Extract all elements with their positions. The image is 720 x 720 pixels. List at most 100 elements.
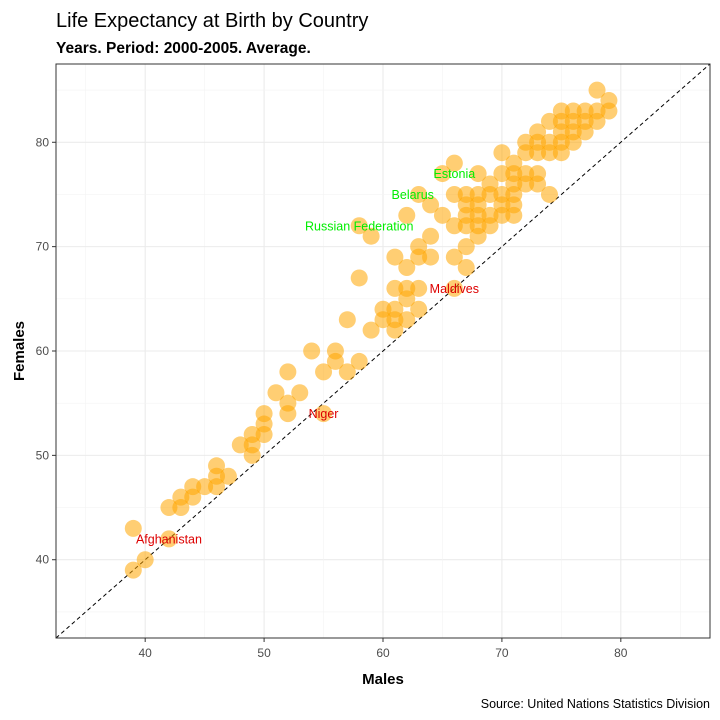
data-point	[422, 248, 440, 266]
data-point	[172, 488, 190, 506]
data-point	[255, 415, 273, 433]
data-point	[457, 185, 475, 203]
annotation-label: Maldives	[430, 282, 479, 296]
data-point	[315, 405, 333, 423]
data-point	[505, 154, 523, 172]
annotation-label: Niger	[309, 407, 339, 421]
x-tick-label: 50	[257, 646, 271, 660]
reference-line-group	[55, 63, 711, 639]
data-point	[184, 478, 202, 496]
source-caption: Source: United Nations Statistics Divisi…	[481, 697, 710, 711]
y-tick-label: 50	[36, 448, 50, 462]
x-tick-label: 40	[139, 646, 153, 660]
data-point	[445, 248, 463, 266]
data-point	[540, 185, 558, 203]
data-point	[564, 102, 582, 120]
data-point	[588, 102, 606, 120]
data-point	[124, 561, 142, 579]
data-point	[445, 185, 463, 203]
data-point	[398, 290, 416, 308]
y-tick-label: 40	[36, 553, 50, 567]
x-axis-title: Males	[362, 671, 404, 688]
x-tick-label: 80	[614, 646, 628, 660]
data-point	[469, 185, 487, 203]
data-point	[350, 352, 368, 370]
annotation-label: Russian Federation	[305, 219, 413, 233]
data-point	[540, 112, 558, 130]
data-point	[433, 165, 451, 183]
data-point	[160, 499, 178, 517]
chart-title: Life Expectancy at Birth by Country	[56, 10, 368, 32]
data-point	[540, 133, 558, 151]
data-point	[374, 311, 392, 329]
data-point	[481, 175, 499, 193]
reference-line	[55, 63, 711, 639]
chart-subtitle: Years. Period: 2000-2005. Average.	[56, 40, 311, 57]
data-point	[493, 165, 511, 183]
y-tick-label: 80	[36, 135, 50, 149]
y-axis-ticks: 40 50 60 70 80	[36, 135, 56, 567]
data-point	[315, 363, 333, 381]
annotation-label: Estonia	[433, 167, 475, 181]
data-point	[529, 123, 547, 141]
data-point	[386, 300, 404, 318]
data-point	[243, 436, 261, 454]
data-point	[457, 259, 475, 277]
data-point	[445, 217, 463, 235]
data-point	[350, 217, 368, 235]
data-point	[338, 363, 356, 381]
data-point	[279, 363, 297, 381]
data-point	[398, 259, 416, 277]
data-point	[422, 196, 440, 214]
data-point	[600, 92, 618, 110]
data-point	[493, 185, 511, 203]
data-point	[350, 269, 368, 287]
data-point	[303, 342, 321, 360]
data-point	[517, 165, 535, 183]
data-point	[457, 238, 475, 256]
data-point	[481, 206, 499, 224]
data-point	[493, 144, 511, 162]
annotation-label: Belarus	[392, 188, 434, 202]
data-point	[410, 279, 428, 297]
data-point	[196, 478, 214, 496]
data-point	[231, 436, 249, 454]
data-point	[208, 478, 226, 496]
data-point	[552, 102, 570, 120]
data-point	[433, 206, 451, 224]
data-point	[469, 165, 487, 183]
data-point	[386, 279, 404, 297]
data-point	[338, 311, 356, 329]
data-point	[386, 248, 404, 266]
data-point	[588, 81, 606, 99]
x-tick-label: 60	[376, 646, 390, 660]
data-point	[136, 551, 154, 569]
data-point	[410, 300, 428, 318]
data-point	[291, 384, 309, 402]
data-point	[576, 102, 594, 120]
data-point	[445, 279, 463, 297]
data-point	[279, 405, 297, 423]
y-axis-title: Females	[11, 321, 28, 381]
data-point	[362, 227, 380, 245]
data-point	[219, 467, 237, 485]
data-point	[422, 227, 440, 245]
data-point	[160, 530, 178, 548]
x-axis-ticks: 40 50 60 70 80	[139, 638, 628, 660]
data-point	[267, 384, 285, 402]
data-point	[445, 154, 463, 172]
data-points	[124, 81, 618, 579]
x-tick-label: 70	[495, 646, 509, 660]
data-point	[362, 321, 380, 339]
y-tick-label: 70	[36, 240, 50, 254]
data-point	[398, 206, 416, 224]
data-point	[517, 133, 535, 151]
data-point	[398, 311, 416, 329]
annotation-label: Afghanistan	[136, 532, 202, 546]
data-point	[410, 238, 428, 256]
data-point	[326, 352, 344, 370]
point-annotations: Estonia Belarus Russian Federation Maldives…	[136, 167, 479, 546]
data-point	[410, 185, 428, 203]
data-point	[529, 165, 547, 183]
